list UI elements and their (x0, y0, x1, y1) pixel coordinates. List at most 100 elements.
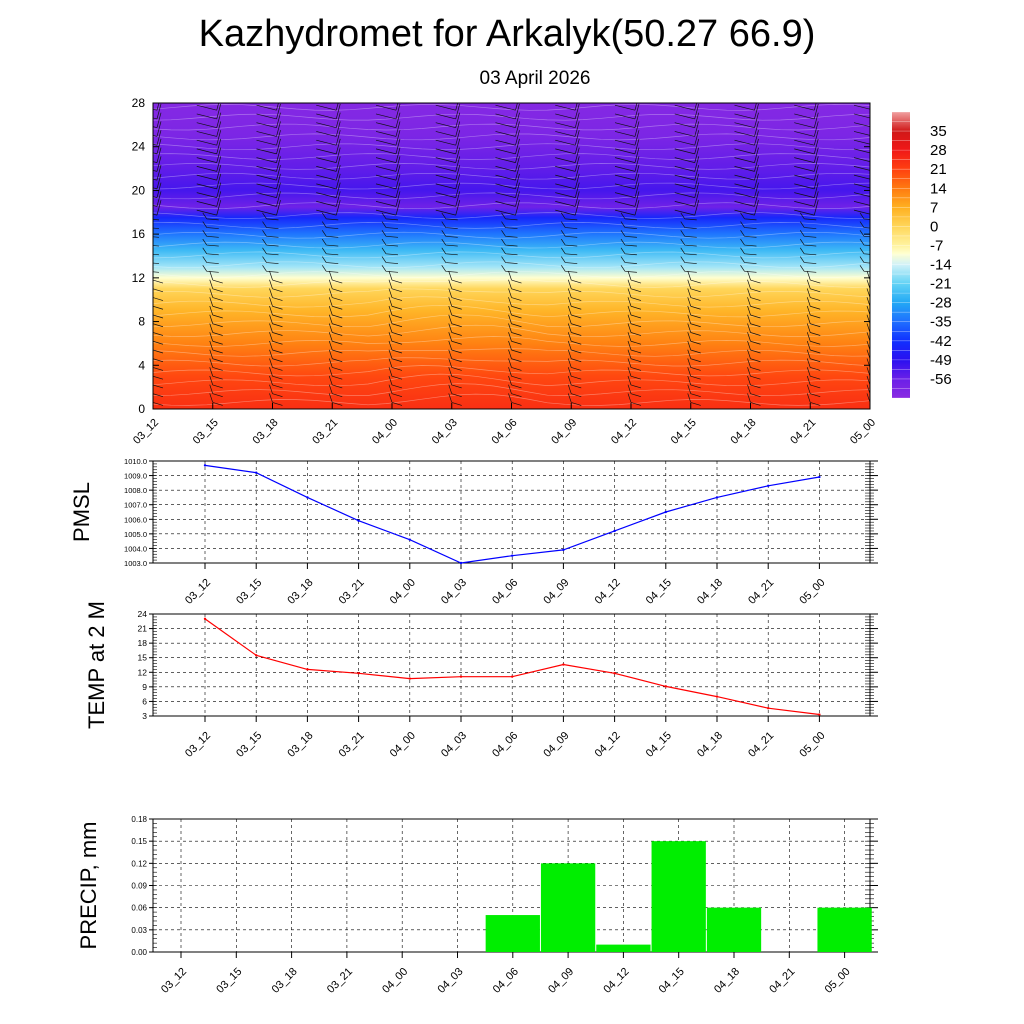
wind-barb (381, 238, 399, 247)
wind-barb (153, 322, 164, 328)
wind-barb (269, 279, 283, 293)
x-tick-label: 03_18 (285, 730, 315, 760)
colorbar-label: 7 (930, 199, 938, 216)
wind-barb (853, 104, 870, 110)
contour-line (153, 192, 870, 200)
contour-line (153, 241, 870, 249)
wind-barb (375, 147, 401, 163)
contour-line (153, 123, 870, 131)
wind-barb (388, 288, 403, 301)
wind-barb (806, 375, 821, 389)
x-tick-label: 03_12 (159, 966, 189, 996)
wind-barb (627, 384, 642, 398)
wind-barb (448, 358, 462, 371)
wind-barb (508, 297, 522, 310)
wind-barb (734, 138, 759, 155)
wind-barb (859, 265, 870, 273)
x-tick-label: 04_09 (541, 577, 571, 607)
temp-point (818, 713, 821, 716)
wind-barb (555, 121, 580, 137)
wind-barb (321, 230, 339, 238)
wind-barb (375, 200, 401, 216)
wind-barb (153, 227, 160, 229)
wind-barb (674, 182, 700, 198)
wind-barb (508, 305, 522, 319)
wind-barb (740, 212, 757, 221)
wind-barb (202, 256, 219, 264)
x-tick-label: 03_18 (285, 577, 315, 607)
wind-barb (209, 297, 223, 310)
wind-barb (674, 103, 698, 111)
wind-barb (687, 305, 701, 319)
wind-barb (680, 247, 697, 256)
wind-barb (209, 314, 223, 328)
wind-barb (555, 138, 580, 155)
x-tick-label: 04_03 (430, 417, 460, 447)
wind-barb (209, 375, 223, 389)
wind-barb (328, 358, 343, 371)
wind-barb (555, 130, 580, 146)
x-tick-label: 04_09 (546, 966, 576, 996)
wind-barb (388, 323, 403, 336)
wind-barb (680, 238, 697, 247)
wind-barb (316, 182, 341, 198)
wind-barb (153, 191, 162, 207)
wind-barb (674, 191, 700, 207)
wind-barb (316, 121, 341, 137)
wind-barb (328, 279, 343, 293)
wind-barb (567, 305, 582, 319)
wind-barb (747, 323, 761, 336)
wind-barb (448, 375, 462, 389)
wind-barb (508, 375, 522, 389)
wind-barb (209, 270, 223, 284)
wind-barb (328, 393, 343, 406)
wind-barb (153, 112, 162, 129)
pmsl-point (613, 529, 616, 533)
wind-barb (747, 297, 761, 310)
wind-barb (269, 393, 283, 406)
x-tick-label: 03_18 (270, 966, 300, 996)
contour-line (153, 261, 870, 269)
wind-barb (687, 367, 701, 380)
wind-barb (375, 173, 401, 190)
wind-barb (388, 340, 403, 354)
y-tick-label: 3 (142, 711, 147, 721)
wind-barb (435, 182, 461, 198)
wind-barb (321, 247, 339, 256)
wind-barb (687, 332, 701, 345)
wind-barb (614, 173, 640, 190)
x-tick-label: 03_21 (337, 730, 367, 760)
wind-barb (375, 103, 399, 111)
contour-line (153, 324, 870, 337)
wind-barb (555, 147, 580, 163)
y-tick-label: 20 (132, 183, 146, 197)
y-tick-label: 8 (138, 315, 145, 329)
wind-barb (448, 270, 462, 284)
wind-barb (620, 221, 638, 229)
wind-barb (153, 245, 160, 247)
wind-barb (388, 297, 403, 310)
wind-barb (734, 147, 759, 163)
wind-barb (853, 131, 870, 136)
wind-barb (687, 314, 701, 328)
wind-barb (321, 256, 339, 264)
colorbar-label: 0 (930, 218, 938, 235)
wind-barb (859, 247, 870, 255)
wind-barb (806, 288, 821, 301)
wind-barb (435, 147, 461, 163)
wind-barb (627, 279, 642, 293)
wind-barb (375, 182, 401, 198)
wind-barb (448, 384, 462, 398)
wind-barb (388, 270, 403, 284)
wind-barb (620, 256, 638, 264)
wind-barb (153, 348, 164, 354)
x-tick-label: 04_15 (644, 577, 674, 607)
x-tick-label: 03_15 (191, 417, 221, 447)
precip-panel: 0.00 0.03 0.06 0.09 0.12 0.15 0.18 03_12 03_15 03… (76, 815, 878, 996)
wind-barb (734, 103, 757, 111)
y-tick-label: 16 (132, 227, 146, 241)
wind-barb (687, 288, 701, 301)
colorbar-label: -56 (930, 371, 952, 388)
wind-barb (256, 103, 281, 120)
wind-barb (859, 221, 870, 229)
